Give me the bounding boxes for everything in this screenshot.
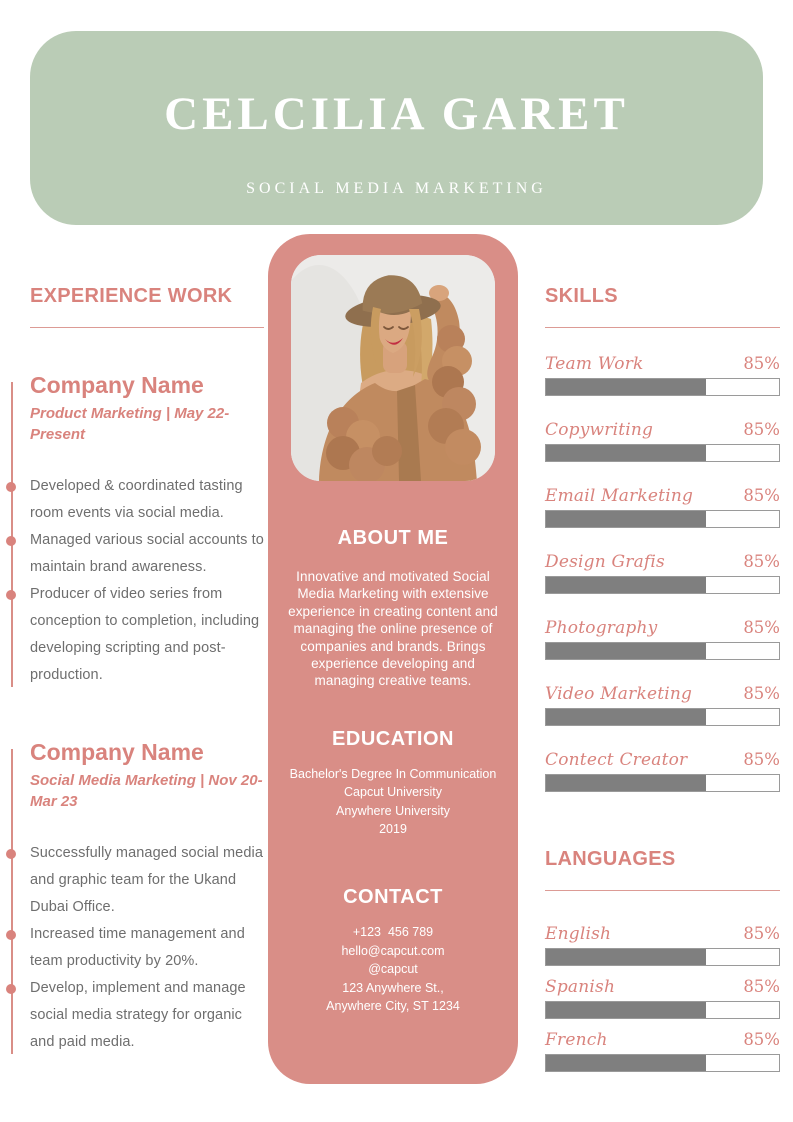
languages-heading: LANGUAGES — [545, 848, 676, 870]
education-line: Bachelor's Degree In Communication — [289, 766, 497, 781]
header-banner: CELCILIA GARET SOCIAL MEDIA MARKETING — [30, 31, 763, 225]
skill-bar-fill — [546, 775, 706, 791]
job-bullet: Developed & coordinated tasting room eve… — [6, 473, 264, 527]
job-bullet-list: Developed & coordinated tasting room eve… — [6, 473, 264, 689]
language-bar — [545, 1054, 780, 1072]
skill-bar-fill — [546, 511, 706, 527]
job-entry-1: Company Name Product Marketing | May 22-… — [6, 372, 264, 689]
skill-bar — [545, 378, 780, 396]
job-entry-2: Company Name Social Media Marketing | No… — [6, 739, 264, 1056]
skill-bar-fill — [546, 445, 706, 461]
company-name: Company Name — [30, 739, 204, 766]
skill-bar-fill — [546, 379, 706, 395]
skill-percent: 85% — [743, 684, 780, 703]
skill-percent: 85% — [743, 618, 780, 637]
language-label: English — [545, 924, 612, 944]
language-label: Spanish — [545, 977, 616, 997]
skill-row: Copywriting 85% — [545, 420, 780, 462]
skill-label: Copywriting — [545, 420, 654, 440]
skill-bar-fill — [546, 577, 706, 593]
skill-percent: 85% — [743, 552, 780, 571]
about-text: Innovative and motivated Social Media Ma… — [288, 569, 498, 689]
language-bar — [545, 948, 780, 966]
skills-section: SKILLS Team Work 85% Copywriting 85% Ema… — [545, 285, 780, 1083]
language-row: French 85% — [545, 1030, 780, 1072]
languages-divider — [545, 890, 780, 891]
person-name: CELCILIA GARET — [164, 88, 629, 140]
skill-percent: 85% — [743, 420, 780, 439]
skills-heading: SKILLS — [545, 285, 618, 307]
portrait-photo — [291, 255, 495, 481]
language-label: French — [545, 1030, 608, 1050]
skill-bar — [545, 642, 780, 660]
language-percent: 85% — [743, 924, 780, 943]
language-bar-fill — [546, 1055, 706, 1071]
skill-label: Email Marketing — [545, 486, 694, 506]
language-bar — [545, 1001, 780, 1019]
about-heading: ABOUT ME — [337, 527, 449, 549]
experience-section: EXPERIENCE WORK Company Name Product Mar… — [6, 285, 264, 1056]
skill-row: Email Marketing 85% — [545, 486, 780, 528]
social-handle: @capcut — [368, 962, 418, 977]
timeline-rail — [11, 749, 13, 1055]
experience-divider — [30, 327, 264, 328]
skills-divider — [545, 327, 780, 328]
person-job-title: SOCIAL MEDIA MARKETING — [246, 180, 547, 197]
skill-label: Design Grafis — [545, 552, 665, 572]
skill-row: Video Marketing 85% — [545, 684, 780, 726]
education-line: Anywhere University — [336, 803, 450, 818]
company-name: Company Name — [30, 372, 204, 398]
skill-percent: 85% — [743, 750, 780, 769]
education-heading: EDUCATION — [332, 727, 454, 750]
skill-row: Design Grafis 85% — [545, 552, 780, 594]
job-bullet: Increased time management and team produ… — [6, 921, 264, 975]
timeline-rail — [11, 382, 13, 688]
language-row: Spanish 85% — [545, 977, 780, 1019]
education-line: 2019 — [379, 822, 407, 837]
skill-bar-fill — [546, 709, 706, 725]
skill-percent: 85% — [743, 486, 780, 505]
language-bar-fill — [546, 1002, 706, 1018]
language-percent: 85% — [743, 977, 780, 996]
profile-card: ABOUT ME Innovative and motivated Social… — [268, 234, 518, 1084]
skill-label: Team Work — [545, 354, 644, 374]
job-bullet: Managed various social accounts to maint… — [6, 527, 264, 581]
education-line: Capcut University — [344, 785, 442, 800]
education-details: Bachelor's Degree In Communication Capcu… — [268, 765, 518, 839]
skill-row: Photography 85% — [545, 618, 780, 660]
job-bullet: Successfully managed social media and gr… — [6, 840, 264, 921]
contact-heading: CONTACT — [343, 886, 443, 909]
skill-bar — [545, 510, 780, 528]
skill-bar — [545, 774, 780, 792]
phone-number: +123 456 789 — [352, 925, 434, 940]
job-bullet: Producer of video series from conception… — [6, 581, 264, 689]
language-bar-fill — [546, 949, 706, 965]
skill-bar — [545, 444, 780, 462]
job-bullet: Develop, implement and manage social med… — [6, 975, 264, 1056]
city-address: Anywhere City, ST 1234 — [326, 999, 460, 1014]
contact-details: +123 456 789 hello@capcut.com @capcut 12… — [268, 923, 518, 1015]
experience-heading: EXPERIENCE WORK — [30, 285, 233, 307]
email-address: hello@capcut.com — [341, 943, 445, 958]
role-and-dates: Social Media Marketing | Nov 20-Mar 23 — [30, 771, 263, 811]
language-row: English 85% — [545, 924, 780, 966]
skill-percent: 85% — [743, 354, 780, 373]
role-and-dates: Product Marketing | May 22-Present — [30, 404, 230, 444]
skill-row: Team Work 85% — [545, 354, 780, 396]
skill-bar-fill — [546, 643, 706, 659]
skill-bar — [545, 708, 780, 726]
language-percent: 85% — [743, 1030, 780, 1049]
street-address: 123 Anywhere St., — [342, 980, 444, 995]
skill-label: Photography — [545, 618, 658, 638]
skill-label: Video Marketing — [545, 684, 693, 704]
skill-label: Contect Creator — [545, 750, 688, 770]
skill-bar — [545, 576, 780, 594]
job-bullet-list: Successfully managed social media and gr… — [6, 840, 264, 1056]
skill-row: Contect Creator 85% — [545, 750, 780, 792]
